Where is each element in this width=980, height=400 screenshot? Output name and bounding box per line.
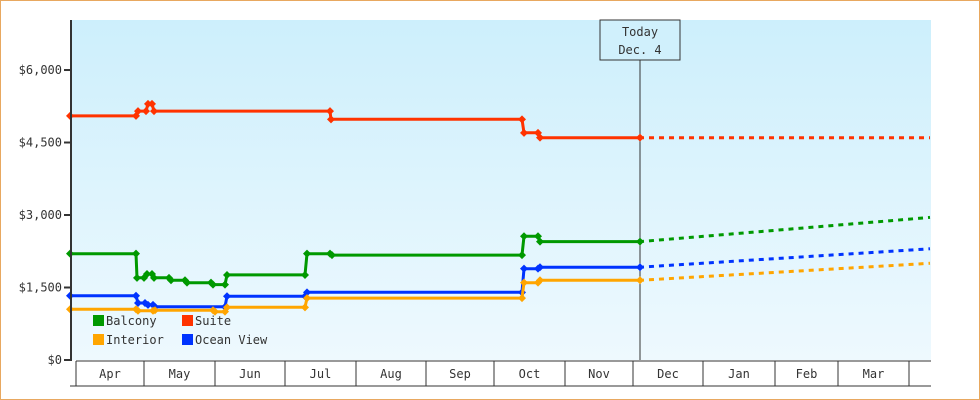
data-point[interactable]	[183, 278, 191, 287]
legend-swatch	[93, 315, 104, 326]
x-axis: Apr May Jun Jul Aug Sep Oct Nov Dec Jan Feb Mar	[70, 360, 931, 387]
data-point[interactable]	[150, 107, 158, 116]
data-point[interactable]	[134, 298, 142, 307]
data-point[interactable]	[167, 276, 175, 285]
data-point[interactable]	[636, 263, 644, 272]
legend-item-suite[interactable]: Suite	[182, 314, 231, 328]
data-point[interactable]	[327, 115, 335, 124]
data-point[interactable]	[209, 280, 217, 289]
series-balcony	[66, 215, 931, 289]
data-point[interactable]	[144, 300, 152, 309]
data-point[interactable]	[223, 270, 231, 279]
data-point[interactable]	[132, 291, 140, 300]
data-point[interactable]	[520, 232, 528, 241]
data-point[interactable]	[520, 278, 528, 287]
data-point[interactable]	[148, 99, 156, 108]
data-point[interactable]	[143, 269, 151, 278]
today-label: Today	[622, 25, 658, 39]
data-point[interactable]	[520, 128, 528, 137]
data-point[interactable]	[536, 133, 544, 142]
data-point[interactable]	[211, 307, 219, 316]
x-tick-label: Aug	[380, 367, 402, 381]
x-tick-label: Oct	[519, 367, 541, 381]
x-tick-label: Sep	[449, 367, 471, 381]
data-point[interactable]	[301, 303, 309, 312]
data-point[interactable]	[536, 263, 544, 272]
data-point[interactable]	[223, 303, 231, 312]
plot-area	[71, 20, 931, 360]
data-point[interactable]	[636, 133, 644, 142]
data-point[interactable]	[636, 276, 644, 285]
today-date: Dec. 4	[618, 43, 661, 57]
data-point[interactable]	[326, 107, 334, 116]
data-point[interactable]	[518, 115, 526, 124]
data-point[interactable]	[518, 251, 526, 260]
data-point[interactable]	[636, 237, 644, 246]
y-tick-label: $6,000	[19, 63, 62, 77]
x-tick-label: Feb	[796, 367, 818, 381]
data-point[interactable]	[303, 294, 311, 303]
data-point[interactable]	[520, 264, 528, 273]
x-tick-label: Dec	[657, 367, 679, 381]
x-tick-label: Jan	[728, 367, 750, 381]
legend-item-interior[interactable]: Interior	[93, 333, 164, 347]
x-tick-label: Jul	[310, 367, 332, 381]
data-point[interactable]	[303, 288, 311, 297]
legend-label: Suite	[195, 314, 231, 328]
data-point[interactable]	[151, 306, 159, 315]
x-tick-label: May	[169, 367, 191, 381]
y-tick-label: $1,500	[19, 281, 62, 295]
data-point[interactable]	[328, 251, 336, 260]
legend-item-ocean-view[interactable]: Ocean View	[182, 333, 268, 347]
x-tick-label: Mar	[863, 367, 885, 381]
data-point[interactable]	[142, 107, 150, 116]
data-point[interactable]	[134, 107, 142, 116]
legend-item-balcony[interactable]: Balcony	[93, 314, 157, 328]
data-point[interactable]	[536, 237, 544, 246]
series-suite	[66, 99, 930, 142]
legend-label: Interior	[106, 333, 164, 347]
data-point[interactable]	[150, 273, 158, 282]
y-tick-label: $4,500	[19, 136, 62, 150]
data-point[interactable]	[223, 292, 231, 301]
y-tick-label: $3,000	[19, 208, 62, 222]
legend: Balcony Suite Interior Ocean View	[93, 314, 268, 347]
legend-swatch	[93, 334, 104, 345]
today-marker: Today Dec. 4	[599, 19, 681, 360]
data-point[interactable]	[536, 276, 544, 285]
legend-label: Ocean View	[195, 333, 268, 347]
data-point[interactable]	[518, 294, 526, 303]
legend-label: Balcony	[106, 314, 157, 328]
y-axis: $0 $1,500 $3,000 $4,500 $6,000	[19, 63, 71, 367]
data-point[interactable]	[132, 249, 140, 258]
series-lines	[66, 99, 931, 316]
x-tick-label: Nov	[588, 367, 610, 381]
x-tick-label: Jun	[239, 367, 261, 381]
legend-swatch	[182, 334, 193, 345]
series-interior	[66, 261, 931, 316]
data-point[interactable]	[134, 306, 142, 315]
data-point[interactable]	[301, 270, 309, 279]
data-point[interactable]	[221, 280, 229, 289]
y-tick-label: $0	[48, 353, 62, 367]
data-point[interactable]	[303, 249, 311, 258]
series-ocean-view	[66, 247, 931, 311]
data-point[interactable]	[133, 273, 141, 282]
x-tick-label: Apr	[99, 367, 121, 381]
legend-swatch	[182, 315, 193, 326]
